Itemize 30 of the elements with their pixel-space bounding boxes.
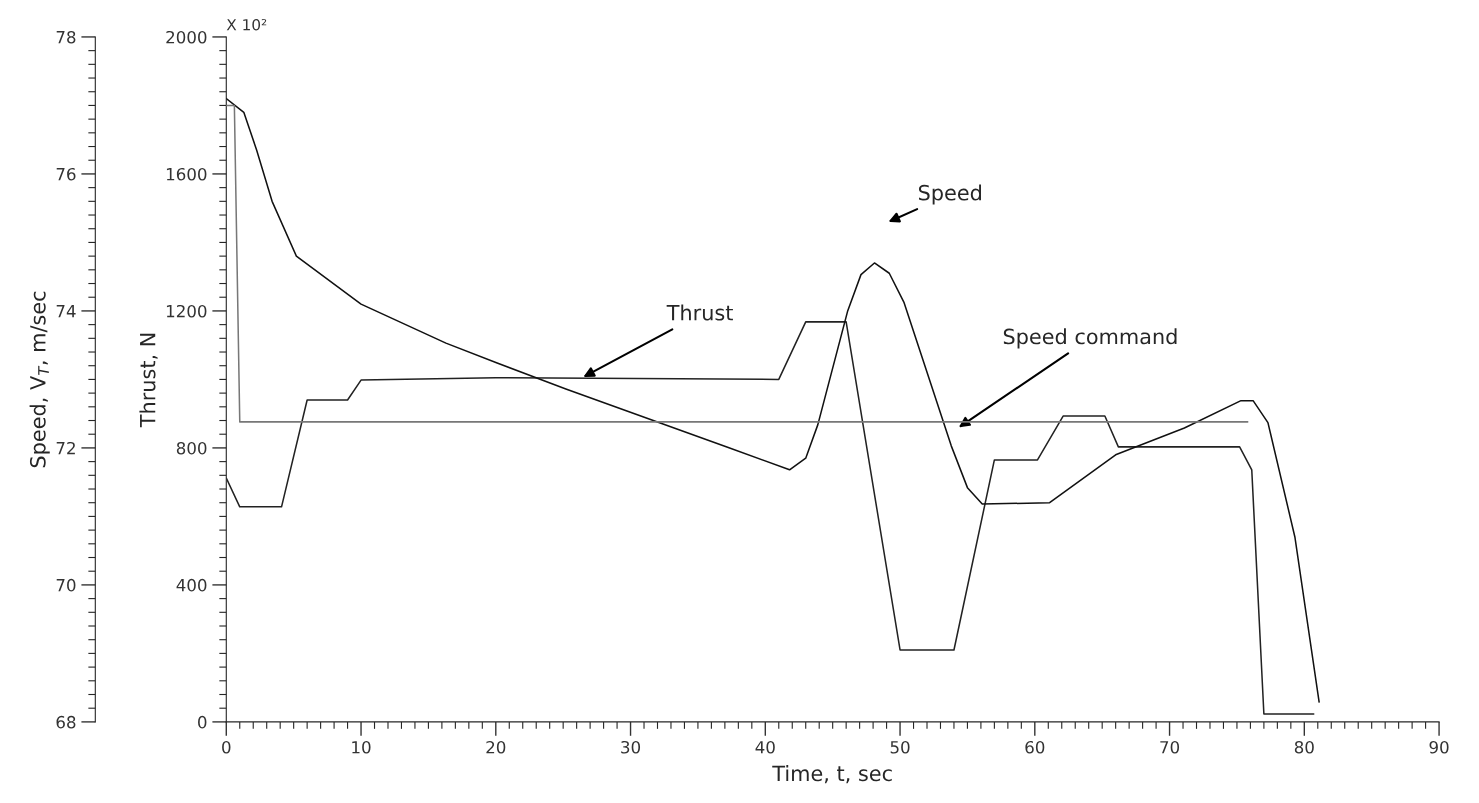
y2-tick-label: 70 [56, 578, 76, 592]
x-tick-label: 80 [1294, 740, 1314, 754]
x-tick-label: 30 [621, 740, 641, 754]
x-tick-label: 0 [222, 740, 231, 754]
text: X 10² [226, 19, 267, 31]
annotation: Thrust [666, 304, 733, 321]
y-tick-label: 800 [176, 441, 207, 455]
x-tick-label: 60 [1025, 740, 1045, 754]
y2-axis-title: Speed, V$_{T}$, m/sec [29, 291, 50, 468]
line-series [226, 97, 1320, 703]
x-tick-label: 50 [890, 740, 910, 754]
y2-tick-label: 72 [56, 441, 75, 455]
y2-tick-label: 78 [56, 30, 76, 44]
x-tick-label: 90 [1429, 740, 1449, 754]
x-tick-label: 70 [1160, 740, 1180, 754]
x-tick-label: 10 [352, 740, 371, 754]
x-tick-label: 40 [755, 740, 775, 754]
y-tick-label: 2000 [166, 30, 207, 44]
y2-tick-label: 76 [56, 167, 76, 181]
y-tick-label: 400 [176, 578, 207, 592]
y-tick-label: 0 [198, 715, 207, 729]
y-tick-label: 1200 [166, 304, 207, 318]
y2-tick-label: 74 [56, 305, 76, 318]
y-tick-label: 1600 [166, 167, 207, 181]
y-axis-title: Thrust, N [139, 333, 158, 428]
x-tick-label: 20 [486, 740, 506, 754]
annotation: Speed [918, 184, 981, 205]
x-axis-title: Time, t, sec [772, 765, 892, 784]
y2-tick-label: 68 [56, 715, 76, 729]
annotation: Speed command [1003, 328, 1177, 349]
